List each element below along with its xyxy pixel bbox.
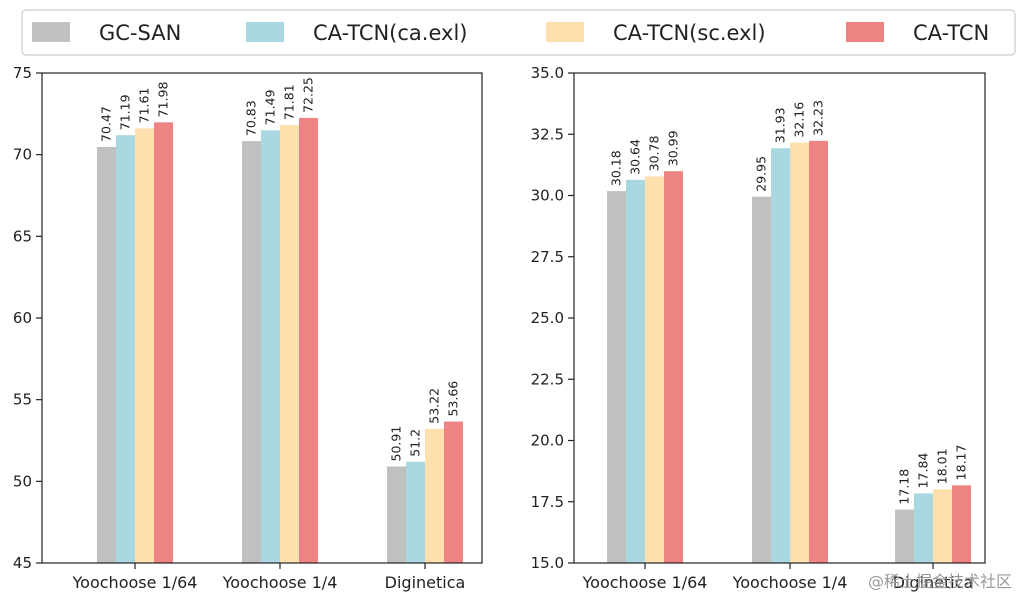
left-value-label-ca-tcn-ca-exl-yoochoose-1-4: 71.49 [263, 89, 278, 125]
left-y-tick-label-65: 65 [13, 227, 32, 245]
right-value-label-ca-tcn-ca-exl-yoochoose-1-64: 30.64 [628, 139, 643, 175]
left-value-label-ca-tcn-yoochoose-1-64: 71.98 [156, 81, 171, 117]
left-value-label-ca-tcn-ca-exl-yoochoose-1-64: 71.19 [118, 94, 133, 130]
legend-swatch-ca-tcn [846, 22, 884, 42]
legend-box [21, 9, 1016, 56]
right-value-label-ca-tcn-sc-exl-yoochoose-1-64: 30.78 [647, 136, 662, 172]
right-y-tick-label-35-0: 35.0 [531, 64, 564, 82]
legend-label-ca-tcn-sc-exl: CA-TCN(sc.exl) [613, 21, 766, 45]
left-bar-ca-tcn-sc-exl-yoochoose-1-4 [280, 125, 299, 563]
right-value-label-ca-tcn-ca-exl-yoochoose-1-4: 31.93 [773, 107, 788, 143]
right-bar-ca-tcn-sc-exl-yoochoose-1-4 [790, 142, 809, 563]
left-value-label-ca-tcn-ca-exl-diginetica: 51.2 [408, 429, 423, 457]
left-x-tick-label-yoochoose-1-64: Yoochoose 1/64 [72, 573, 198, 592]
right-y-tick-label-22-5: 22.5 [531, 370, 564, 388]
right-bar-ca-tcn-ca-exl-yoochoose-1-4 [771, 148, 790, 563]
left-x-tick-label-yoochoose-1-4: Yoochoose 1/4 [222, 573, 338, 592]
right-y-tick-label-27-5: 27.5 [531, 248, 564, 266]
right-bar-ca-tcn-ca-exl-yoochoose-1-64 [626, 179, 645, 563]
right-value-label-gc-san-yoochoose-1-64: 30.18 [609, 150, 624, 186]
right-value-label-ca-tcn-ca-exl-diginetica: 17.84 [916, 453, 931, 489]
legend-swatch-ca-tcn-ca-exl [246, 22, 284, 42]
legend-label-gc-san: GC-SAN [99, 21, 181, 45]
left-value-label-ca-tcn-diginetica: 53.66 [446, 381, 461, 417]
right-bar-ca-tcn-sc-exl-diginetica [933, 489, 952, 563]
left-value-label-ca-tcn-sc-exl-yoochoose-1-4: 71.81 [282, 84, 297, 120]
left-value-label-gc-san-yoochoose-1-64: 70.47 [99, 106, 114, 142]
right-value-label-gc-san-diginetica: 17.18 [897, 469, 912, 505]
right-x-tick-label-yoochoose-1-64: Yoochoose 1/64 [582, 573, 708, 592]
right-y-tick-label-15-0: 15.0 [531, 554, 564, 572]
right-value-label-gc-san-yoochoose-1-4: 29.95 [754, 156, 769, 192]
legend-swatch-gc-san [32, 22, 70, 42]
left-bar-ca-tcn-ca-exl-diginetica [406, 461, 425, 563]
right-bar-gc-san-yoochoose-1-4 [752, 196, 771, 563]
right-value-label-ca-tcn-sc-exl-yoochoose-1-4: 32.16 [792, 102, 807, 138]
right-y-tick-label-20-0: 20.0 [531, 432, 564, 450]
left-value-label-ca-tcn-sc-exl-yoochoose-1-64: 71.61 [137, 88, 152, 124]
left-y-tick-label-70: 70 [13, 146, 32, 164]
legend-label-ca-tcn-ca-exl: CA-TCN(ca.exl) [313, 21, 467, 45]
right-y-tick-label-32-5: 32.5 [531, 125, 564, 143]
legend-swatch-ca-tcn-sc-exl [546, 22, 584, 42]
left-bar-gc-san-yoochoose-1-4 [242, 141, 261, 564]
right-bar-ca-tcn-yoochoose-1-4 [809, 140, 828, 564]
right-y-tick-label-25-0: 25.0 [531, 309, 564, 327]
right-value-label-ca-tcn-yoochoose-1-4: 32.23 [811, 100, 826, 136]
left-y-tick-label-50: 50 [13, 472, 32, 490]
left-bar-ca-tcn-ca-exl-yoochoose-1-64 [116, 135, 135, 564]
left-bar-ca-tcn-sc-exl-yoochoose-1-64 [135, 128, 154, 563]
right-x-tick-label-diginetica: Diginetica [893, 573, 974, 592]
left-value-label-gc-san-diginetica: 50.91 [389, 426, 404, 462]
left-y-tick-label-55: 55 [13, 391, 32, 409]
watermark-text: @稀土掘金技术社区 [868, 572, 1012, 591]
left-x-tick-label-diginetica: Diginetica [385, 573, 466, 592]
left-y-tick-label-75: 75 [13, 64, 32, 82]
right-value-label-ca-tcn-sc-exl-diginetica: 18.01 [935, 448, 950, 484]
right-x-tick-label-yoochoose-1-4: Yoochoose 1/4 [732, 573, 848, 592]
left-value-label-ca-tcn-yoochoose-1-4: 72.25 [301, 77, 316, 113]
right-bar-ca-tcn-ca-exl-diginetica [914, 493, 933, 563]
right-value-label-ca-tcn-diginetica: 18.17 [954, 445, 969, 481]
left-bar-ca-tcn-diginetica [444, 421, 463, 563]
left-bar-ca-tcn-sc-exl-diginetica [425, 428, 444, 563]
left-bar-ca-tcn-yoochoose-1-4 [299, 117, 318, 564]
right-bar-gc-san-diginetica [895, 509, 914, 563]
legend-label-ca-tcn: CA-TCN [913, 21, 989, 45]
left-bar-gc-san-yoochoose-1-64 [97, 146, 116, 564]
left-bar-ca-tcn-yoochoose-1-64 [154, 122, 173, 564]
left-bar-ca-tcn-ca-exl-yoochoose-1-4 [261, 130, 280, 563]
right-bar-ca-tcn-diginetica [952, 485, 971, 563]
left-y-tick-label-60: 60 [13, 309, 32, 327]
right-y-tick-label-17-5: 17.5 [531, 493, 564, 511]
left-bar-gc-san-diginetica [387, 466, 406, 563]
left-y-tick-label-45: 45 [13, 554, 32, 572]
right-y-tick-label-30-0: 30.0 [531, 187, 564, 205]
right-value-label-ca-tcn-yoochoose-1-64: 30.99 [666, 130, 681, 166]
right-bar-ca-tcn-yoochoose-1-64 [664, 171, 683, 563]
left-value-label-ca-tcn-sc-exl-diginetica: 53.22 [427, 388, 442, 424]
right-bar-gc-san-yoochoose-1-64 [607, 191, 626, 563]
right-bar-ca-tcn-sc-exl-yoochoose-1-64 [645, 176, 664, 563]
left-value-label-gc-san-yoochoose-1-4: 70.83 [244, 100, 259, 136]
